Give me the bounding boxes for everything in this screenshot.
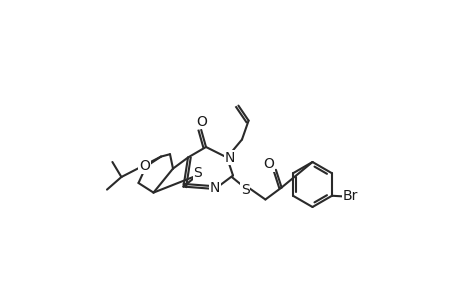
- Text: O: O: [139, 160, 150, 173]
- Text: S: S: [193, 166, 202, 180]
- Text: Br: Br: [342, 189, 357, 203]
- Text: N: N: [224, 151, 234, 164]
- Text: N: N: [209, 182, 220, 195]
- Text: S: S: [241, 183, 249, 196]
- Text: O: O: [263, 158, 274, 171]
- Text: O: O: [196, 115, 207, 128]
